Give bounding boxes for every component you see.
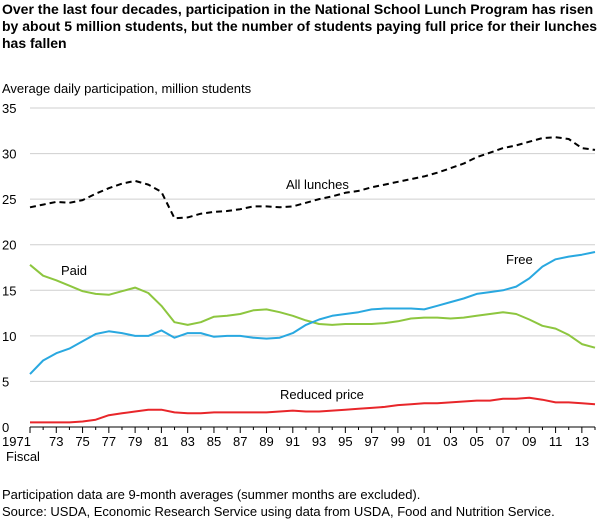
series-line-free — [29, 251, 596, 375]
x-tick-13: 13 — [575, 434, 589, 449]
x-tick-07: 07 — [496, 434, 510, 449]
chart-title-line-1: Over the last four decades, participatio… — [2, 1, 593, 17]
y-tick-20: 20 — [2, 238, 16, 253]
x-tick-05: 05 — [470, 434, 484, 449]
x-tick-11: 11 — [549, 434, 563, 449]
x-axis-ticks: 1971 73 75 77 79 81 83 85 87 89 91 93 95 97 99 01 03 05 07… — [2, 427, 596, 449]
series-label-all-lunches: All lunches — [286, 177, 349, 192]
x-tick-93: 93 — [312, 434, 326, 449]
x-tick-83: 83 — [180, 434, 194, 449]
x-tick-01: 01 — [417, 434, 431, 449]
y-tick-10: 10 — [2, 329, 16, 344]
x-tick-75: 75 — [75, 434, 89, 449]
x-tick-97: 97 — [364, 434, 378, 449]
note-data: Participation data are 9-month averages … — [2, 487, 420, 502]
x-tick-79: 79 — [128, 434, 142, 449]
gridlines — [30, 107, 595, 428]
x-tick-85: 85 — [207, 434, 221, 449]
x-tick-99: 99 — [391, 434, 405, 449]
y-tick-15: 15 — [2, 283, 16, 298]
y-tick-0: 0 — [2, 420, 9, 435]
series-label-paid: Paid — [61, 263, 87, 278]
x-tick-09: 09 — [522, 434, 536, 449]
chart-title: Over the last four decades, participatio… — [2, 1, 597, 51]
y-axis-label: Average daily participation, million stu… — [2, 81, 252, 96]
series-line-paid — [29, 264, 596, 349]
y-tick-5: 5 — [2, 374, 9, 389]
x-axis-label: Fiscal — [6, 449, 40, 464]
y-tick-25: 25 — [2, 192, 16, 207]
note-source: Source: USDA, Economic Research Service … — [2, 504, 555, 519]
series-line-all-lunches — [29, 136, 596, 220]
series-label-reduced-price: Reduced price — [280, 387, 364, 402]
x-tick-77: 77 — [102, 434, 116, 449]
y-tick-30: 30 — [2, 147, 16, 162]
x-tick-73: 73 — [49, 434, 63, 449]
chart-notes: Participation data are 9-month averages … — [2, 487, 555, 519]
x-tick-03: 03 — [443, 434, 457, 449]
x-tick-95: 95 — [338, 434, 352, 449]
x-tick-81: 81 — [154, 434, 168, 449]
chart-title-line-3: has fallen — [2, 35, 67, 51]
x-tick-91: 91 — [286, 434, 300, 449]
x-tick-87: 87 — [233, 434, 247, 449]
y-axis-ticks: 0 5 10 15 20 25 30 35 — [2, 101, 16, 435]
y-tick-35: 35 — [2, 101, 16, 116]
series-lines — [29, 136, 596, 424]
chart-title-line-2: by about 5 million students, but the num… — [2, 18, 597, 34]
series-line-reduced-price — [30, 396, 596, 424]
series-annotations: All lunches Paid Free Reduced price — [61, 177, 533, 402]
series-label-free: Free — [506, 252, 533, 267]
x-tick-89: 89 — [259, 434, 273, 449]
x-tick-1971: 1971 — [2, 434, 31, 449]
